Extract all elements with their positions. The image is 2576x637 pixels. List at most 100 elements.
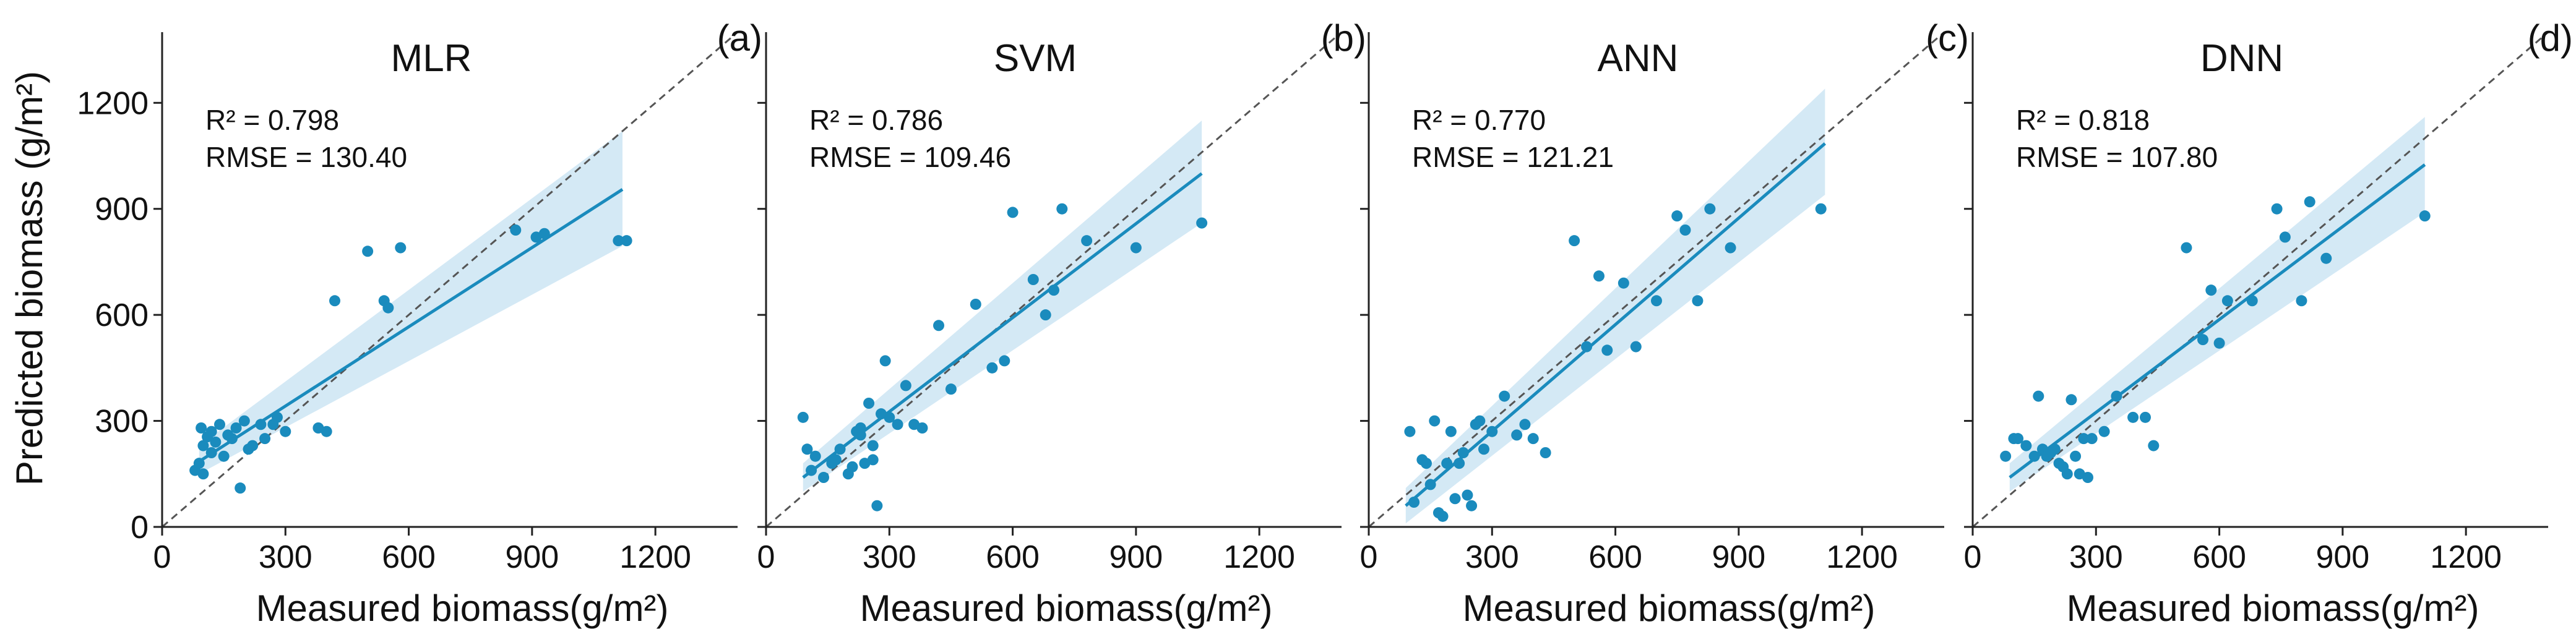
chart-panel-svm: 0 300 600 900 1200 SVM (b) R² = 0.786 RMSE = 109… bbox=[757, 17, 1366, 629]
x-tick-label: 600 bbox=[382, 539, 436, 575]
data-point bbox=[801, 443, 813, 455]
data-point bbox=[226, 433, 238, 445]
data-point bbox=[1651, 295, 1662, 307]
x-tick-label: 300 bbox=[1465, 539, 1519, 575]
panel-label: (d) bbox=[2528, 17, 2573, 59]
x-tick-label: 0 bbox=[1360, 539, 1378, 575]
data-point bbox=[1408, 497, 1420, 508]
chart-panel-dnn: 0 300 600 900 1200 DNN (d) R² = 0.818 RMSE = 107… bbox=[1964, 17, 2573, 629]
data-point bbox=[855, 422, 866, 434]
data-point bbox=[235, 482, 246, 494]
data-point bbox=[867, 454, 879, 466]
data-point bbox=[1056, 203, 1068, 215]
panel-label: (b) bbox=[1321, 17, 1366, 59]
data-point bbox=[1815, 203, 1827, 215]
data-point bbox=[1040, 309, 1051, 321]
data-point bbox=[210, 436, 222, 448]
data-point bbox=[2020, 440, 2032, 451]
data-point bbox=[846, 461, 858, 472]
data-point bbox=[1196, 217, 1208, 229]
x-axis-label: Measured biomass(g/m²) bbox=[256, 588, 669, 629]
data-point bbox=[1679, 224, 1691, 236]
data-point bbox=[884, 411, 895, 423]
data-point bbox=[916, 422, 928, 434]
data-point bbox=[2078, 433, 2090, 445]
x-tick-label: 0 bbox=[153, 539, 171, 575]
data-point bbox=[2279, 231, 2291, 243]
data-point bbox=[214, 419, 225, 430]
data-point bbox=[2028, 450, 2040, 462]
x-tick-label: 600 bbox=[1588, 539, 1642, 575]
rmse-stat: RMSE = 109.46 bbox=[809, 141, 1011, 173]
confidence-band bbox=[199, 131, 622, 474]
y-tick-label: 900 bbox=[95, 192, 149, 228]
data-point bbox=[1441, 458, 1453, 469]
x-tick-label: 600 bbox=[986, 539, 1040, 575]
data-point bbox=[280, 425, 291, 437]
data-point bbox=[2070, 450, 2082, 462]
data-point bbox=[1540, 447, 1551, 458]
data-point bbox=[2213, 337, 2225, 349]
data-point bbox=[1130, 242, 1142, 254]
data-point bbox=[809, 450, 821, 462]
x-tick-label: 300 bbox=[259, 539, 312, 575]
data-point bbox=[1027, 274, 1039, 285]
data-point bbox=[871, 500, 883, 511]
data-point bbox=[238, 415, 250, 427]
x-tick-label: 900 bbox=[505, 539, 559, 575]
x-tick-label: 1200 bbox=[1826, 539, 1898, 575]
chart-panel-ann: 0 300 600 900 1200 ANN (c) R² = 0.770 RMSE = 121… bbox=[1360, 17, 1969, 629]
data-point bbox=[2066, 394, 2077, 406]
data-point bbox=[2246, 295, 2258, 307]
data-point bbox=[1048, 284, 1059, 296]
data-point bbox=[1437, 510, 1449, 522]
x-axis-label: Measured biomass(g/m²) bbox=[1463, 588, 1876, 629]
data-point bbox=[230, 422, 242, 434]
data-point bbox=[2148, 440, 2160, 451]
data-point bbox=[1671, 210, 1683, 222]
data-point bbox=[2127, 411, 2139, 423]
identity-line bbox=[1972, 31, 2549, 528]
data-point bbox=[329, 295, 340, 307]
data-point bbox=[2098, 425, 2110, 437]
data-point bbox=[1704, 203, 1716, 215]
data-point bbox=[2033, 390, 2044, 402]
confidence-band bbox=[803, 120, 1202, 492]
regression-line bbox=[1405, 142, 1826, 507]
data-point bbox=[1081, 235, 1093, 247]
data-point bbox=[2320, 252, 2332, 264]
data-point bbox=[1424, 479, 1436, 490]
panel-label: (c) bbox=[1926, 17, 1969, 59]
data-point bbox=[1466, 500, 1478, 511]
chart-panels: 0 300 600 900 1200 0 300 600 900 1200 MLR (a) R² = 0… bbox=[77, 17, 2573, 629]
x-tick-label: 1200 bbox=[619, 539, 691, 575]
data-point bbox=[970, 299, 981, 310]
data-point bbox=[259, 433, 271, 445]
r2-stat: R² = 0.818 bbox=[2016, 104, 2150, 136]
data-points bbox=[797, 203, 1208, 511]
data-point bbox=[255, 419, 267, 430]
data-point bbox=[892, 419, 903, 430]
panel-title: SVM bbox=[994, 37, 1077, 80]
data-point bbox=[1725, 242, 1736, 254]
data-point bbox=[247, 440, 259, 451]
data-point bbox=[1429, 415, 1441, 427]
data-point bbox=[2296, 295, 2307, 307]
data-point bbox=[2271, 203, 2283, 215]
data-point bbox=[834, 443, 846, 455]
x-tick-label: 1200 bbox=[1223, 539, 1295, 575]
data-point bbox=[830, 454, 842, 466]
x-tick-label: 300 bbox=[863, 539, 916, 575]
data-points bbox=[1404, 203, 1827, 522]
data-point bbox=[1007, 207, 1019, 218]
y-axis-label: Predicted biomass (g/m²) bbox=[9, 71, 50, 485]
data-point bbox=[1449, 493, 1461, 505]
y-tick-label: 300 bbox=[95, 404, 149, 440]
regression-line bbox=[802, 172, 1203, 479]
x-tick-label: 900 bbox=[1109, 539, 1163, 575]
regression-line bbox=[2009, 163, 2426, 479]
data-point bbox=[867, 440, 879, 451]
data-point bbox=[1601, 344, 1613, 356]
data-point bbox=[2045, 447, 2057, 458]
